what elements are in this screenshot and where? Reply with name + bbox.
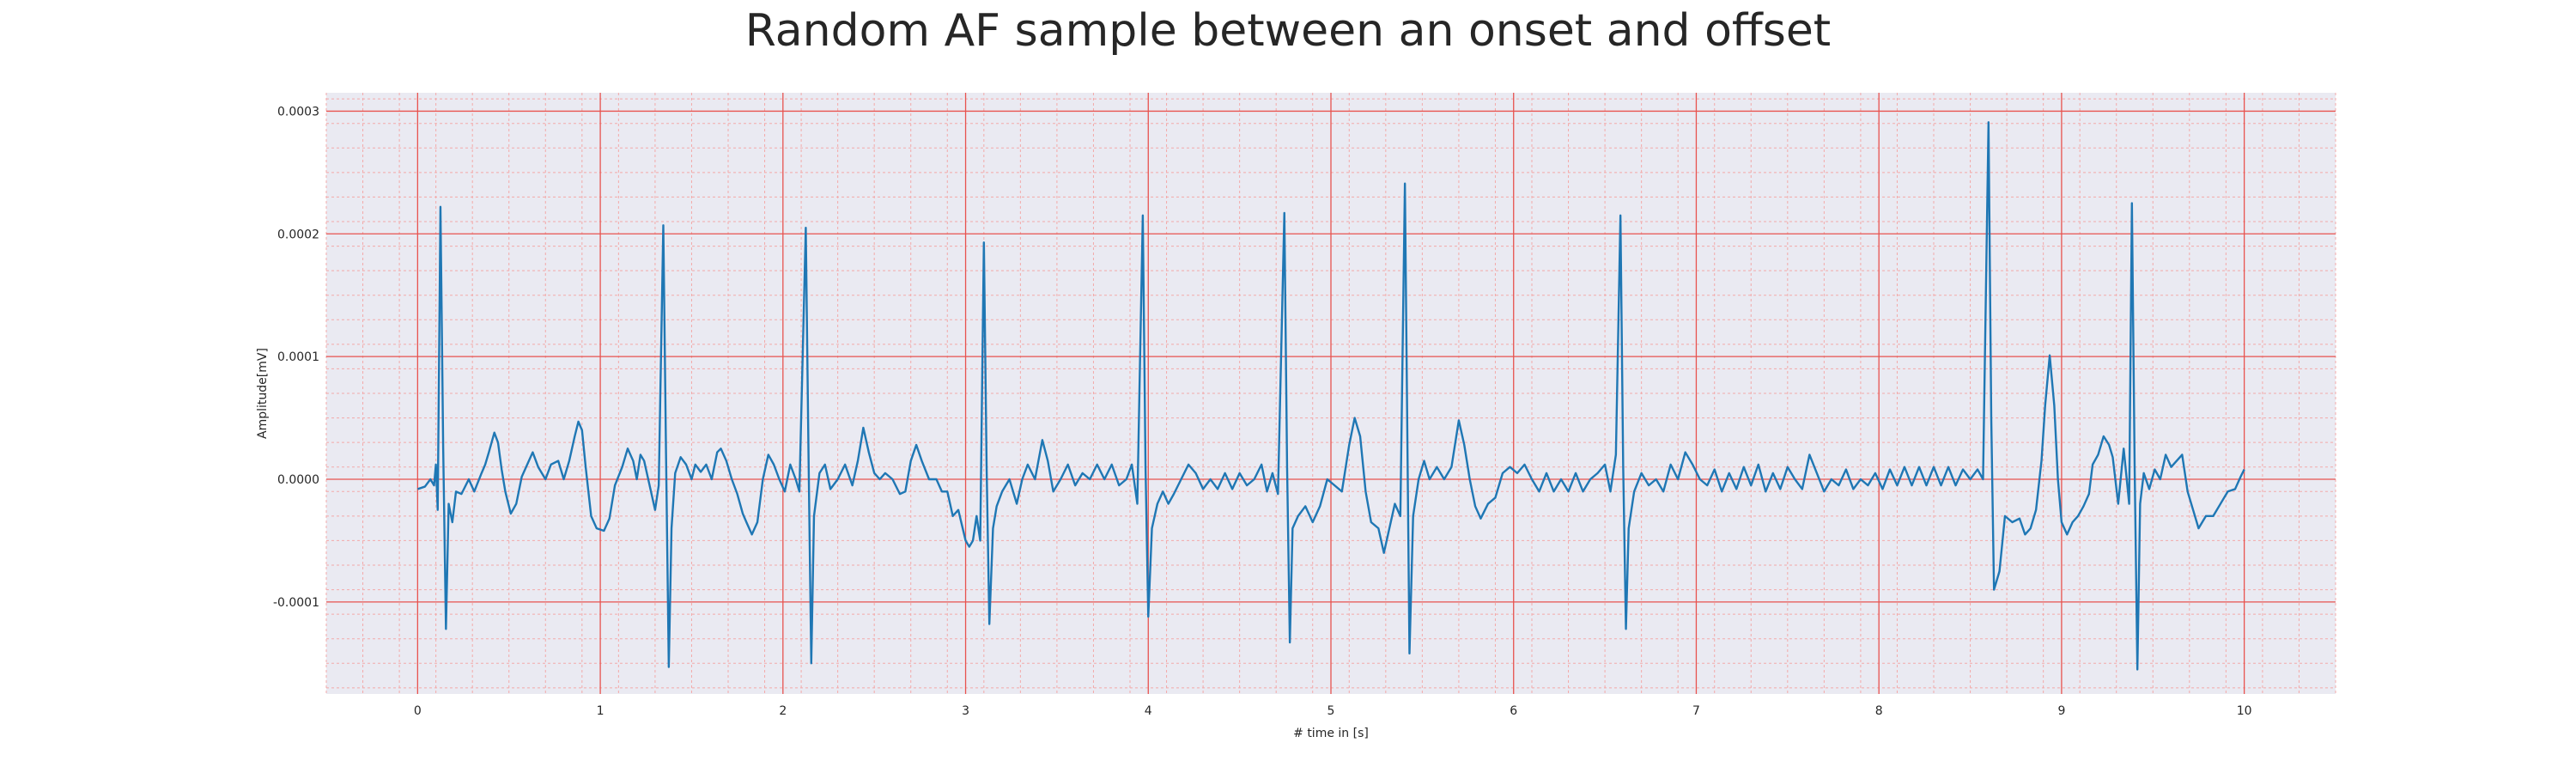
x-tick-label: 5 (1327, 704, 1335, 718)
x-tick-label: 9 (2057, 704, 2065, 718)
y-axis-label: Amplitude[mV] (256, 348, 270, 439)
x-tick-label: 3 (962, 704, 969, 718)
x-axis-label: # time in [s] (1293, 727, 1369, 740)
series-line (416, 121, 2245, 671)
x-tick-label: 1 (597, 704, 605, 718)
y-tick-label: 0.0002 (277, 228, 319, 241)
y-tick-label: 0.0000 (277, 473, 319, 487)
x-tick-label: 7 (1692, 704, 1700, 718)
x-tick-label: 6 (1510, 704, 1517, 718)
chart-title: Random AF sample between an onset and of… (744, 5, 1832, 57)
y-tick-label: 0.0003 (277, 105, 319, 119)
x-tick-label: 4 (1145, 704, 1152, 718)
series-layer (416, 121, 2245, 671)
x-tick-label: 10 (2237, 704, 2252, 718)
x-axis-ticks: 0 1 2 3 4 5 6 7 8 9 10 (414, 704, 2252, 718)
x-tick-label: 0 (414, 704, 422, 718)
x-tick-label: 8 (1875, 704, 1883, 718)
y-tick-label: -0.0001 (273, 596, 319, 610)
x-tick-label: 2 (779, 704, 787, 718)
y-axis-ticks: -0.0001 0.0000 0.0001 0.0002 0.0003 (273, 105, 319, 609)
y-tick-label: 0.0001 (277, 350, 319, 364)
